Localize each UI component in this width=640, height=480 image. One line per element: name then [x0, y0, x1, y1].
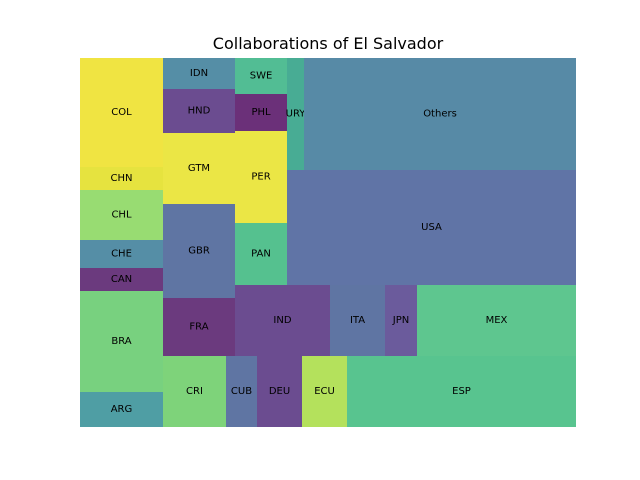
treemap-cell-esp — [347, 356, 576, 427]
treemap-cell-che — [80, 240, 163, 268]
treemap-cell-ind — [235, 285, 330, 356]
treemap-cell-swe — [235, 58, 287, 94]
treemap-cell-ecu — [302, 356, 347, 427]
treemap-label-hnd: HND — [188, 106, 211, 117]
treemap-label-ind: IND — [273, 315, 291, 326]
treemap-cell-cri — [163, 356, 226, 427]
treemap-label-usa: USA — [421, 222, 442, 233]
treemap-cell-pan — [235, 223, 287, 285]
treemap-cell-usa — [287, 170, 576, 285]
treemap-label-arg: ARG — [111, 404, 133, 415]
treemap-cell-phl — [235, 94, 287, 131]
treemap-cell-arg — [80, 392, 163, 427]
treemap-label-ita: ITA — [350, 315, 365, 326]
treemap-cell-ita — [330, 285, 385, 356]
treemap-label-idn: IDN — [190, 68, 208, 79]
treemap-label-mex: MEX — [486, 315, 508, 326]
treemap-cell-can — [80, 268, 163, 291]
treemap-cell-chn — [80, 167, 163, 190]
treemap-cell-mex — [417, 285, 576, 356]
treemap-cell-col — [80, 58, 163, 167]
treemap-label-gbr: GBR — [188, 246, 210, 257]
treemap-cell-deu — [257, 356, 302, 427]
treemap-cell-fra — [163, 298, 235, 356]
treemap-cell-cub — [226, 356, 257, 427]
treemap-label-pan: PAN — [251, 249, 271, 260]
treemap-cells: COL CHN CHL CHE CAN BRA ARG IDN HND GTM GBR FRA CRI S… — [80, 58, 576, 427]
treemap-cell-gtm — [163, 133, 235, 204]
treemap-label-jpn: JPN — [392, 315, 409, 326]
treemap-label-chl: CHL — [111, 210, 132, 221]
treemap-label-ury: URY — [286, 109, 307, 120]
treemap-label-phl: PHL — [251, 107, 271, 118]
treemap-label-deu: DEU — [269, 386, 290, 397]
treemap-cell-ury — [287, 58, 304, 170]
treemap-cell-others — [304, 58, 576, 170]
chart-title: Collaborations of El Salvador — [213, 34, 444, 53]
treemap-cell-hnd — [163, 89, 235, 133]
treemap-label-bra: BRA — [111, 336, 131, 347]
treemap-label-che: CHE — [111, 249, 132, 260]
treemap-cell-idn — [163, 58, 235, 89]
treemap-label-can: CAN — [111, 274, 132, 285]
treemap-label-col: COL — [111, 107, 132, 118]
treemap-label-cri: CRI — [186, 386, 203, 397]
treemap-label-esp: ESP — [452, 386, 471, 397]
treemap-cell-per — [235, 131, 287, 223]
treemap-cell-gbr — [163, 204, 235, 298]
treemap-label-ecu: ECU — [314, 386, 335, 397]
treemap-label-swe: SWE — [250, 71, 273, 82]
treemap-label-cub: CUB — [231, 386, 252, 397]
treemap-cell-chl — [80, 190, 163, 240]
treemap-cell-bra — [80, 291, 163, 392]
treemap-label-others: Others — [423, 109, 457, 120]
treemap-label-fra: FRA — [189, 322, 208, 333]
treemap-label-per: PER — [251, 172, 270, 183]
treemap-label-gtm: GTM — [188, 163, 210, 174]
treemap-cell-jpn — [385, 285, 417, 356]
treemap-label-chn: CHN — [111, 173, 133, 184]
